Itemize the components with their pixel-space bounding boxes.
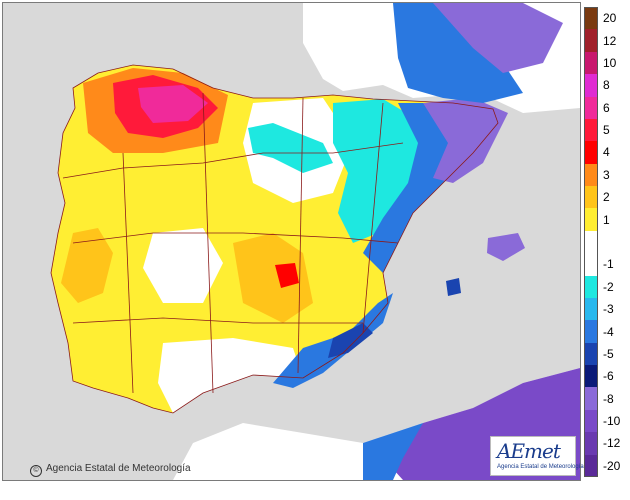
aemet-logo: AEmet Agencia Estatal de Meteorología — [490, 436, 584, 476]
anomaly-red-center — [275, 263, 299, 288]
legend-label: 6 — [603, 100, 610, 115]
legend-label: 10 — [603, 55, 617, 70]
legend-label: 3 — [603, 167, 610, 182]
legend-swatch — [584, 29, 598, 53]
anomaly-map — [2, 2, 581, 481]
legend-swatch — [584, 432, 598, 456]
legend-swatch — [584, 230, 598, 254]
legend-label: 20 — [603, 11, 617, 26]
balearic-mallorca — [487, 233, 525, 261]
anomaly-purple-france — [433, 3, 563, 73]
legend-swatch — [584, 297, 598, 321]
legend-label: 4 — [603, 145, 610, 160]
anomaly-white-south — [158, 338, 303, 413]
legend-swatch — [584, 51, 598, 75]
legend-swatch — [584, 7, 598, 30]
legend-swatch — [584, 409, 598, 433]
province-borders — [50, 64, 499, 414]
legend-swatch — [584, 387, 598, 411]
anomaly-magenta-north — [138, 85, 208, 123]
legend-swatch — [584, 186, 598, 209]
legend-label: -8 — [603, 391, 614, 406]
legend-swatch — [584, 365, 598, 388]
legend-label: -6 — [603, 369, 614, 384]
anomaly-orange-center — [233, 233, 313, 323]
anomaly-purple-northeast — [423, 98, 508, 183]
legend-label: -3 — [603, 302, 614, 317]
legend-swatch — [584, 141, 598, 165]
legend-swatch — [584, 96, 598, 120]
legend-label: 1 — [603, 212, 610, 227]
legend-label: -1 — [603, 257, 614, 272]
logo-subtitle: Agencia Estatal de Meteorología — [497, 464, 584, 470]
legend-swatch — [584, 118, 598, 142]
legend-label: 5 — [603, 123, 610, 138]
legend-swatch — [584, 253, 598, 277]
iberia-anomaly-map-svg — [3, 3, 580, 480]
anomaly-blue-pyrenees — [393, 3, 523, 103]
legend-label: 8 — [603, 78, 610, 93]
legend-swatch — [584, 74, 598, 98]
anomaly-darkblue-southeast — [328, 323, 373, 358]
legend-swatch — [584, 454, 598, 478]
anomaly-cyan-central-strip — [248, 123, 333, 173]
copyright-icon: © — [30, 465, 42, 477]
anomaly-orange-west — [61, 228, 113, 303]
legend-label: -10 — [603, 414, 621, 429]
legend-frame — [584, 7, 598, 477]
anomaly-white-center — [143, 228, 223, 303]
anomaly-blue-africa — [363, 423, 423, 480]
legend-label: -12 — [603, 436, 621, 451]
legend-swatch — [584, 208, 598, 232]
map-credit: © Agencia Estatal de Meteorología — [30, 463, 191, 477]
color-scale-legend: 20 12 10 8 6 5 4 3 2 1 -1 -2 -3 -4 -5 -6 -8 -10 -12 -20 — [584, 7, 630, 479]
legend-label: -5 — [603, 346, 614, 361]
legend-swatch — [584, 320, 598, 344]
legend-swatch — [584, 342, 598, 366]
legend-label: -20 — [603, 458, 621, 473]
legend-swatch — [584, 275, 598, 299]
balearic-ibiza — [446, 278, 461, 296]
legend-label: 2 — [603, 190, 610, 205]
credit-text: Agencia Estatal de Meteorología — [46, 463, 191, 474]
legend-swatch — [584, 163, 598, 187]
logo-wordmark: AEmet — [497, 439, 561, 463]
legend-label: -4 — [603, 324, 614, 339]
legend-label: -2 — [603, 279, 614, 294]
legend-label: 12 — [603, 33, 617, 48]
